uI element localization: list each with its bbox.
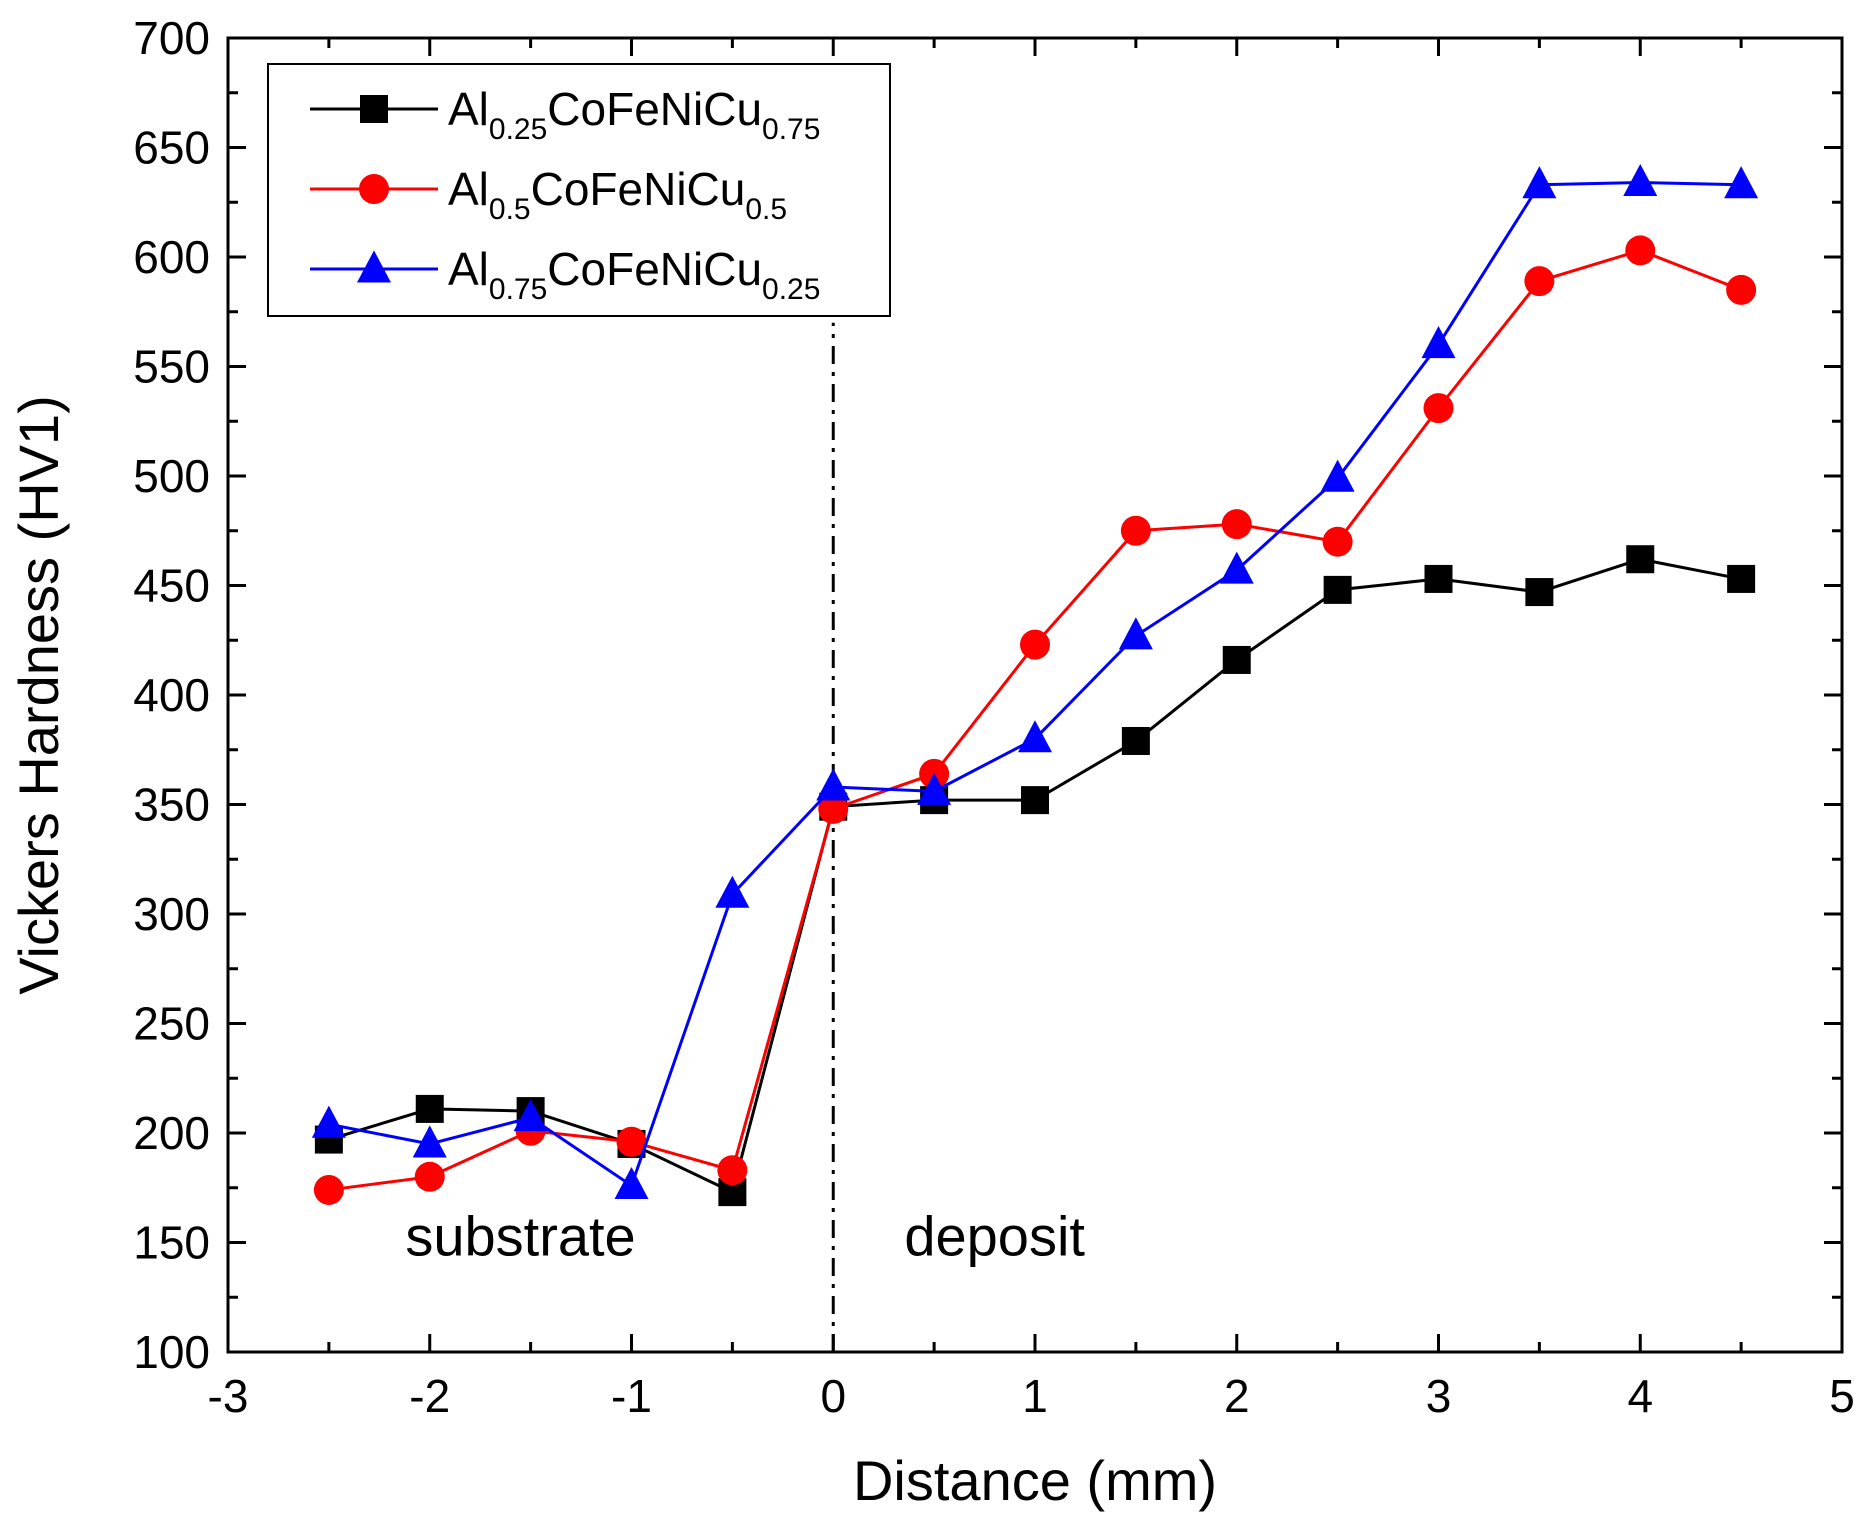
series-layer	[311, 163, 1759, 1207]
data-point-circle	[717, 1155, 748, 1186]
y-axis-title: Vickers Hardness (HV1)	[7, 395, 70, 995]
legend-subscript: 0.25	[489, 113, 547, 146]
legend-item: Al0.25CoFeNiCu0.75	[310, 83, 820, 146]
tick-labels: -3 -2 -1 0 1 2 3 4 5 100 150 200 250 300 350 400 450 500 5…	[133, 12, 1855, 1422]
series-3	[311, 163, 1759, 1200]
legend-subscript: 0.5	[745, 193, 787, 226]
data-point-circle	[414, 1161, 445, 1192]
x-tick-label: -2	[409, 1370, 450, 1422]
x-tick-label: 4	[1627, 1370, 1653, 1422]
legend-text-part: Al	[448, 243, 489, 295]
data-point-triangle	[1421, 326, 1456, 359]
data-point-triangle	[1118, 617, 1153, 650]
y-tick-label: 600	[133, 231, 210, 283]
data-point-circle	[616, 1126, 647, 1157]
y-tick-label: 200	[133, 1107, 210, 1159]
data-point-square	[1021, 786, 1049, 815]
data-point-triangle	[917, 772, 952, 805]
y-tick-label: 450	[133, 560, 210, 612]
legend-label: Al0.75CoFeNiCu0.25	[448, 243, 820, 306]
x-tick-label: 3	[1426, 1370, 1452, 1422]
x-tick-label: 2	[1224, 1370, 1250, 1422]
data-point-triangle	[1018, 720, 1052, 753]
y-tick-label: 550	[133, 341, 210, 393]
x-tick-label: -1	[611, 1370, 652, 1422]
plot-area-frame	[226, 36, 1844, 1354]
legend-text-part: CoFeNiCu	[547, 243, 762, 295]
series-line	[328, 181, 1742, 1188]
data-point-circle	[1726, 274, 1757, 305]
y-tick-label: 650	[133, 122, 210, 174]
legend-item: Al0.5CoFeNiCu0.5	[310, 163, 787, 226]
legend: Al0.25CoFeNiCu0.75Al0.5CoFeNiCu0.5Al0.75…	[267, 63, 891, 317]
data-point-square	[1525, 578, 1554, 607]
legend-text-part: Al	[448, 163, 489, 215]
data-point-circle	[818, 793, 849, 824]
y-tick-label: 500	[133, 450, 210, 502]
data-point-circle	[1322, 526, 1353, 557]
x-tick-label: 0	[820, 1370, 846, 1422]
data-point-circle	[1524, 266, 1555, 297]
data-point-triangle	[715, 875, 750, 908]
legend-subscript: 0.75	[762, 113, 820, 146]
x-tick-label: -3	[208, 1370, 249, 1422]
y-tick-label: 100	[133, 1326, 210, 1378]
legend-marker-circle	[359, 174, 389, 204]
data-point-circle	[1120, 515, 1151, 546]
legend-marker-square	[360, 95, 388, 123]
y-tick-label: 350	[133, 779, 210, 831]
substrate-label: substrate	[405, 1205, 635, 1268]
y-tick-label: 250	[133, 998, 210, 1050]
data-point-square	[1323, 575, 1352, 604]
data-point-triangle	[816, 768, 851, 801]
legend-subscript: 0.25	[762, 273, 820, 306]
y-tick-label: 700	[133, 12, 210, 64]
data-point-square	[1222, 645, 1251, 674]
data-point-triangle	[1623, 163, 1658, 197]
data-point-triangle	[513, 1099, 548, 1132]
data-point-square	[1626, 545, 1655, 574]
data-point-square	[1424, 564, 1453, 593]
series-line	[328, 248, 1742, 1192]
x-tick-label: 5	[1829, 1370, 1855, 1422]
data-point-triangle	[1522, 166, 1557, 199]
legend-subscript: 0.75	[489, 273, 547, 306]
series-2	[313, 235, 1757, 1205]
x-tick-label: 1	[1022, 1370, 1048, 1422]
data-point-square	[1121, 726, 1150, 755]
data-point-circle	[1423, 393, 1454, 424]
legend-marker-triangle	[357, 250, 391, 283]
data-point-triangle	[1219, 551, 1254, 584]
data-point-circle	[1221, 509, 1252, 540]
data-point-triangle	[311, 1105, 346, 1138]
legend-subscript: 0.5	[489, 193, 531, 226]
data-point-square	[1727, 564, 1756, 593]
legend-item: Al0.75CoFeNiCu0.25	[310, 243, 820, 306]
data-point-triangle	[1320, 459, 1355, 492]
data-point-circle	[1625, 235, 1656, 266]
y-tick-label: 400	[133, 669, 210, 721]
data-point-square	[415, 1094, 444, 1123]
legend-text-part: CoFeNiCu	[531, 163, 746, 215]
legend-label: Al0.25CoFeNiCu0.75	[448, 83, 820, 146]
y-tick-label: 300	[133, 888, 210, 940]
legend-label: Al0.5CoFeNiCu0.5	[448, 163, 787, 226]
data-point-triangle	[614, 1166, 649, 1200]
data-point-circle	[313, 1174, 344, 1205]
data-point-circle	[1020, 629, 1050, 660]
legend-text-part: Al	[448, 83, 489, 135]
x-axis-title: Distance (mm)	[853, 1449, 1217, 1512]
data-point-triangle	[412, 1125, 447, 1158]
data-point-triangle	[1724, 166, 1759, 199]
legend-text-part: CoFeNiCu	[547, 83, 762, 135]
deposit-label: deposit	[904, 1205, 1085, 1268]
y-tick-label: 150	[133, 1217, 210, 1269]
